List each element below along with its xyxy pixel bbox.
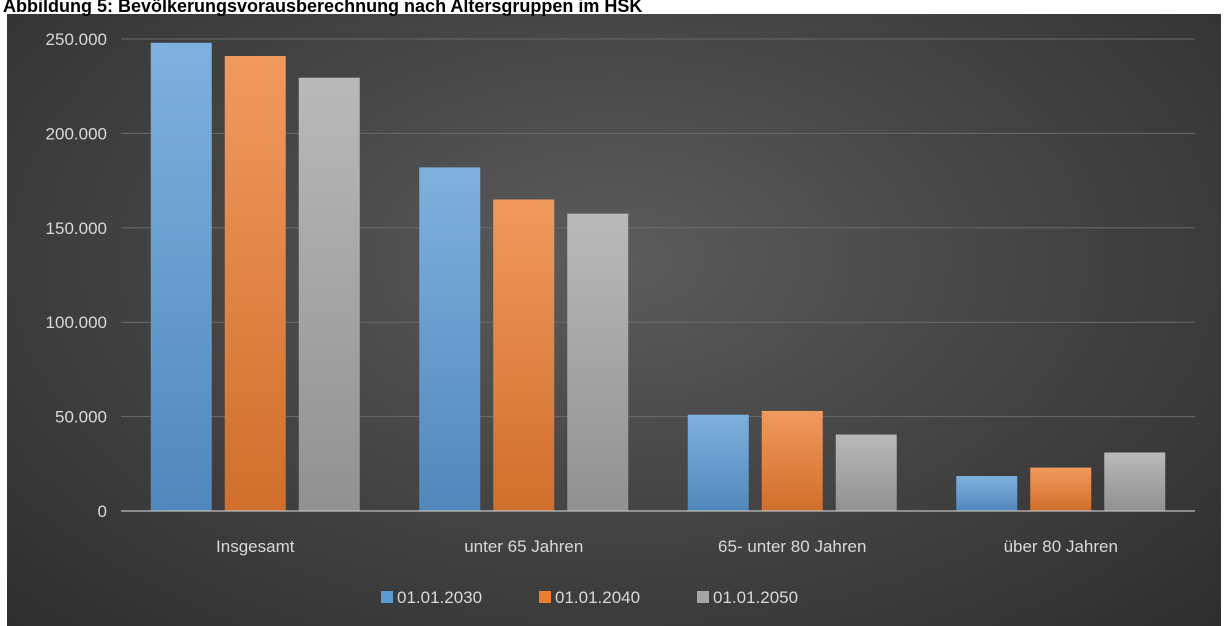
legend-swatch (697, 591, 709, 603)
category-label: über 80 Jahren (1004, 537, 1118, 556)
legend: 01.01.2030 01.01.2040 01.01.2050 (381, 588, 798, 607)
bar-1-2 (419, 167, 481, 511)
bar-2-3 (761, 410, 823, 511)
y-tick-label: 100.000 (46, 313, 107, 332)
y-tick-label: 50.000 (55, 408, 107, 427)
legend-label: 01.01.2050 (713, 588, 798, 607)
category-label: 65- unter 80 Jahren (718, 537, 866, 556)
y-axis-ticks: 0 50.000 100.000 150.000 200.000 250.000 (46, 30, 107, 521)
bars (150, 42, 1166, 512)
legend-label: 01.01.2040 (555, 588, 640, 607)
category-labels: Insgesamt unter 65 Jahren 65- unter 80 Jah… (216, 537, 1118, 556)
legend-label: 01.01.2030 (397, 588, 482, 607)
y-tick-label: 200.000 (46, 124, 107, 143)
bar-3-3 (835, 434, 897, 511)
y-tick-label: 250.000 (46, 30, 107, 49)
y-tick-label: 0 (98, 502, 107, 521)
chart-area: 0 50.000 100.000 150.000 200.000 250.000 Insg… (7, 14, 1221, 626)
category-label: unter 65 Jahren (464, 537, 583, 556)
bar-1-3 (687, 414, 749, 511)
bar-1-4 (956, 476, 1018, 511)
bar-2-1 (224, 55, 286, 511)
bar-2-4 (1030, 467, 1092, 511)
bar-1-1 (150, 42, 212, 511)
bar-3-1 (298, 77, 360, 512)
y-tick-label: 150.000 (46, 219, 107, 238)
bar-chart: 0 50.000 100.000 150.000 200.000 250.000 Insg… (46, 30, 1195, 607)
category-label: Insgesamt (216, 537, 295, 556)
bar-3-2 (567, 213, 629, 511)
legend-swatch (381, 591, 393, 603)
bar-3-4 (1104, 452, 1166, 511)
chart-title: Abbildung 5: Bevölkerungsvorausberechnun… (3, 0, 643, 16)
legend-swatch (539, 591, 551, 603)
bar-2-2 (493, 199, 555, 512)
